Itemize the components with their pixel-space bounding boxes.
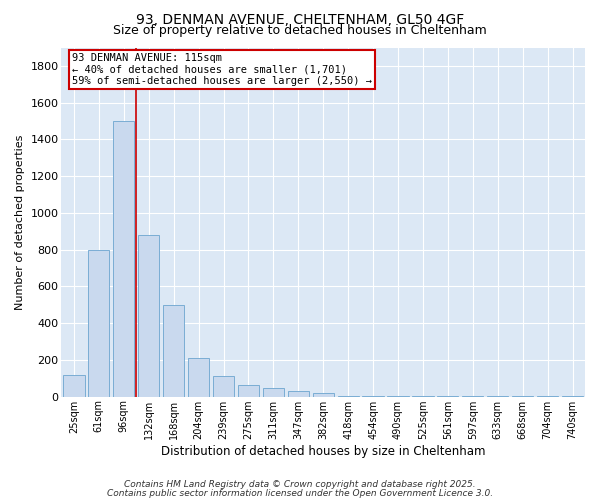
Text: Contains HM Land Registry data © Crown copyright and database right 2025.: Contains HM Land Registry data © Crown c…: [124, 480, 476, 489]
Bar: [64, 374, 85, 396]
Y-axis label: Number of detached properties: Number of detached properties: [15, 134, 25, 310]
Bar: [288, 391, 309, 396]
Bar: [138, 235, 160, 396]
Bar: [113, 121, 134, 396]
Bar: [238, 384, 259, 396]
Text: Size of property relative to detached houses in Cheltenham: Size of property relative to detached ho…: [113, 24, 487, 37]
Text: Contains public sector information licensed under the Open Government Licence 3.: Contains public sector information licen…: [107, 488, 493, 498]
Bar: [213, 376, 234, 396]
Bar: [188, 358, 209, 397]
Text: 93, DENMAN AVENUE, CHELTENHAM, GL50 4GF: 93, DENMAN AVENUE, CHELTENHAM, GL50 4GF: [136, 12, 464, 26]
Bar: [263, 388, 284, 396]
Bar: [163, 305, 184, 396]
Bar: [88, 250, 109, 396]
Bar: [313, 393, 334, 396]
Text: 93 DENMAN AVENUE: 115sqm
← 40% of detached houses are smaller (1,701)
59% of sem: 93 DENMAN AVENUE: 115sqm ← 40% of detach…: [72, 52, 372, 86]
X-axis label: Distribution of detached houses by size in Cheltenham: Distribution of detached houses by size …: [161, 444, 485, 458]
